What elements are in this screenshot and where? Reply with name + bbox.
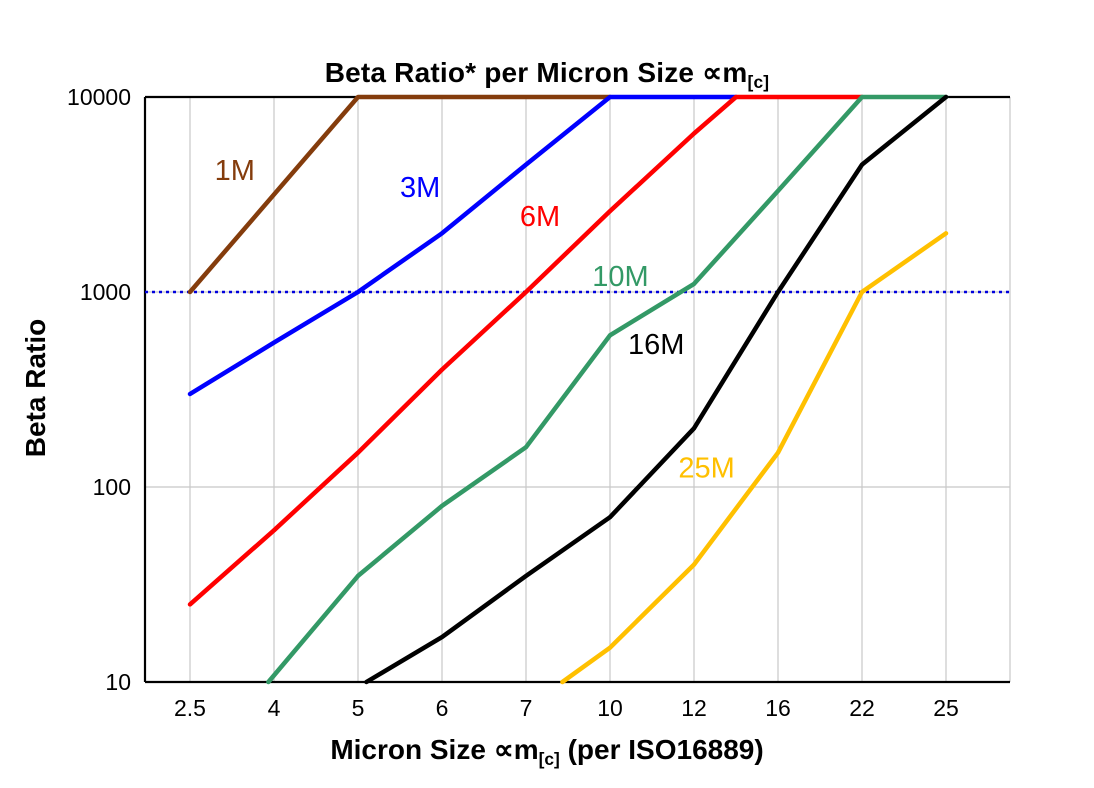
x-axis-title-suffix: (per ISO16889) — [559, 734, 764, 765]
chart-title-text: Beta Ratio* per Micron Size — [324, 57, 703, 88]
series-label-16M: 16M — [628, 329, 684, 361]
y-tick-label: 10 — [105, 669, 131, 695]
series-line-10M — [266, 94, 949, 685]
series-label-1M: 1M — [215, 155, 255, 187]
series-line-1M — [187, 94, 613, 295]
series-label-6M: 6M — [520, 201, 560, 233]
y-tick-label: 1000 — [80, 279, 131, 305]
x-tick-label: 7 — [520, 695, 533, 721]
y-tick-label: 10000 — [67, 84, 131, 110]
series-line-6M — [187, 94, 865, 607]
x-axis-micron-subscript: [c] — [538, 749, 560, 770]
x-tick-label: 4 — [268, 695, 281, 721]
chart-title: Beta Ratio* per Micron Size ∝m[c] — [0, 56, 1094, 93]
series-label-25M: 25M — [678, 452, 734, 484]
x-tick-label: 16 — [765, 695, 791, 721]
series-line-25M — [560, 231, 949, 685]
x-tick-label: 10 — [597, 695, 623, 721]
y-tick-label: 100 — [93, 474, 131, 500]
micron-symbol: ∝m — [702, 57, 748, 88]
series-line-16M — [364, 94, 949, 685]
x-tick-label: 22 — [849, 695, 875, 721]
series-label-3M: 3M — [400, 172, 440, 204]
x-tick-label: 6 — [436, 695, 449, 721]
x-tick-label: 2.5 — [174, 695, 206, 721]
x-axis-micron-symbol: ∝m — [493, 734, 539, 765]
x-axis-title: Micron Size ∝m[c] (per ISO16889) — [0, 733, 1094, 770]
x-tick-label: 5 — [352, 695, 365, 721]
x-axis-title-text: Micron Size — [330, 734, 494, 765]
series-line-3M — [187, 94, 739, 397]
y-axis-title: Beta Ratio — [20, 318, 51, 458]
series-label-10M: 10M — [592, 261, 648, 293]
micron-subscript: [c] — [747, 72, 770, 93]
x-tick-label: 12 — [681, 695, 707, 721]
x-tick-label: 25 — [933, 695, 959, 721]
